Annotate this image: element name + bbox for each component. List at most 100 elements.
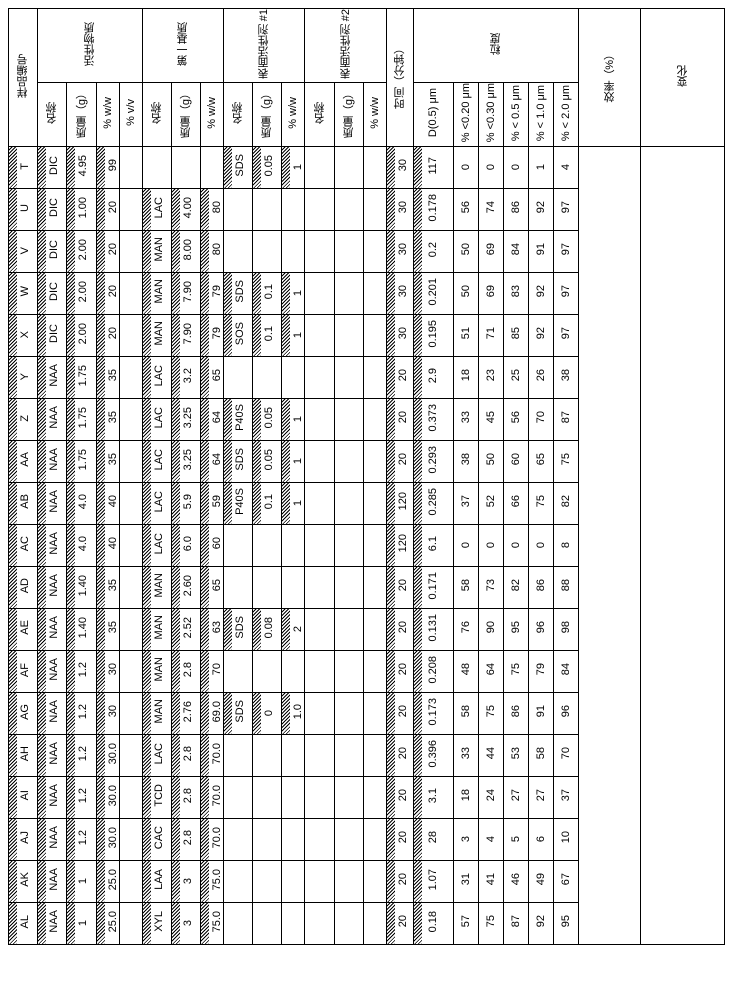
cell: 0 [478, 146, 503, 188]
cell: 56 [453, 188, 478, 230]
cell [363, 272, 386, 314]
cell [363, 482, 386, 524]
cell: 92 [528, 272, 553, 314]
cell: 51 [453, 314, 478, 356]
cell [305, 314, 334, 356]
cell: 4.95 [67, 146, 96, 188]
cell: 99 [96, 146, 119, 188]
cell: 20 [386, 902, 413, 944]
cell: 3.25 [171, 398, 200, 440]
cell [253, 734, 282, 776]
cell: 75.0 [201, 902, 224, 944]
cell: AD [9, 566, 38, 608]
cell: 95 [553, 902, 578, 944]
cell: LAC [142, 734, 171, 776]
cell: 76 [453, 608, 478, 650]
cell: 4.0 [67, 482, 96, 524]
cell [223, 650, 252, 692]
hdr-a-name: 名称 [38, 83, 67, 146]
cell: DIC [38, 188, 67, 230]
cell [305, 608, 334, 650]
cell: 0.285 [413, 482, 453, 524]
cell: AE [9, 608, 38, 650]
cell: 82 [553, 482, 578, 524]
cell: 37 [453, 482, 478, 524]
cell: 23 [478, 356, 503, 398]
cell: LAC [142, 398, 171, 440]
cell: 20 [386, 356, 413, 398]
cell [334, 524, 363, 566]
cell: 92 [528, 314, 553, 356]
hdr-p20: % < 2.0 μm [553, 83, 578, 146]
cell [282, 902, 305, 944]
cell: SDS [223, 692, 252, 734]
cell: 2.00 [67, 230, 96, 272]
cell [334, 650, 363, 692]
cell [334, 146, 363, 188]
cell: LAC [142, 356, 171, 398]
cell: 35 [96, 566, 119, 608]
cell [305, 398, 334, 440]
hdr-m-ww: % w/w [201, 83, 224, 146]
cell: 64 [201, 440, 224, 482]
cell: 28 [413, 818, 453, 860]
cell: 87 [503, 902, 528, 944]
cell [223, 776, 252, 818]
cell: 95 [503, 608, 528, 650]
hdr-surf1: 表面活性剂 #1 [223, 9, 304, 83]
opt-cell [641, 146, 725, 944]
cell [119, 146, 142, 188]
cell: 0.171 [413, 566, 453, 608]
cell: MAN [142, 566, 171, 608]
cell: 3 [171, 860, 200, 902]
cell [119, 692, 142, 734]
cell: 120 [386, 482, 413, 524]
cell [305, 188, 334, 230]
cell [334, 860, 363, 902]
cell: 58 [453, 566, 478, 608]
cell: 84 [503, 230, 528, 272]
cell [223, 230, 252, 272]
cell: 1 [67, 860, 96, 902]
cell: 27 [503, 776, 528, 818]
cell [253, 902, 282, 944]
cell: DIC [38, 272, 67, 314]
cell [305, 776, 334, 818]
hdr-m-qty: 质量（g） [171, 83, 200, 146]
table-body: TDIC4.9599SDS0.0513011700014UDIC1.0020LA… [9, 146, 725, 944]
cell [334, 440, 363, 482]
cell: 70 [201, 650, 224, 692]
cell: 80 [201, 230, 224, 272]
cell: NAA [38, 818, 67, 860]
cell: 0.05 [253, 440, 282, 482]
hdr-sample-id: 样品编号 [9, 9, 38, 147]
cell [119, 314, 142, 356]
cell: 30 [96, 650, 119, 692]
cell [253, 860, 282, 902]
cell: 75 [503, 650, 528, 692]
cell: SOS [223, 314, 252, 356]
cell: 35 [96, 356, 119, 398]
cell: 6 [528, 818, 553, 860]
cell: 33 [453, 734, 478, 776]
cell: 3 [171, 902, 200, 944]
cell: 0.178 [413, 188, 453, 230]
cell [305, 440, 334, 482]
cell: 40 [96, 482, 119, 524]
cell: 75 [478, 902, 503, 944]
cell: 56 [503, 398, 528, 440]
cell: 20 [386, 818, 413, 860]
cell: 64 [478, 650, 503, 692]
cell: P40S [223, 398, 252, 440]
cell: 25.0 [96, 860, 119, 902]
cell: 20 [96, 272, 119, 314]
cell: 1.2 [67, 692, 96, 734]
cell: 1.2 [67, 776, 96, 818]
cell: 4 [553, 146, 578, 188]
cell [334, 734, 363, 776]
cell: 40 [96, 524, 119, 566]
cell: 0.08 [253, 608, 282, 650]
cell [142, 146, 171, 188]
cell [305, 566, 334, 608]
cell: 37 [553, 776, 578, 818]
